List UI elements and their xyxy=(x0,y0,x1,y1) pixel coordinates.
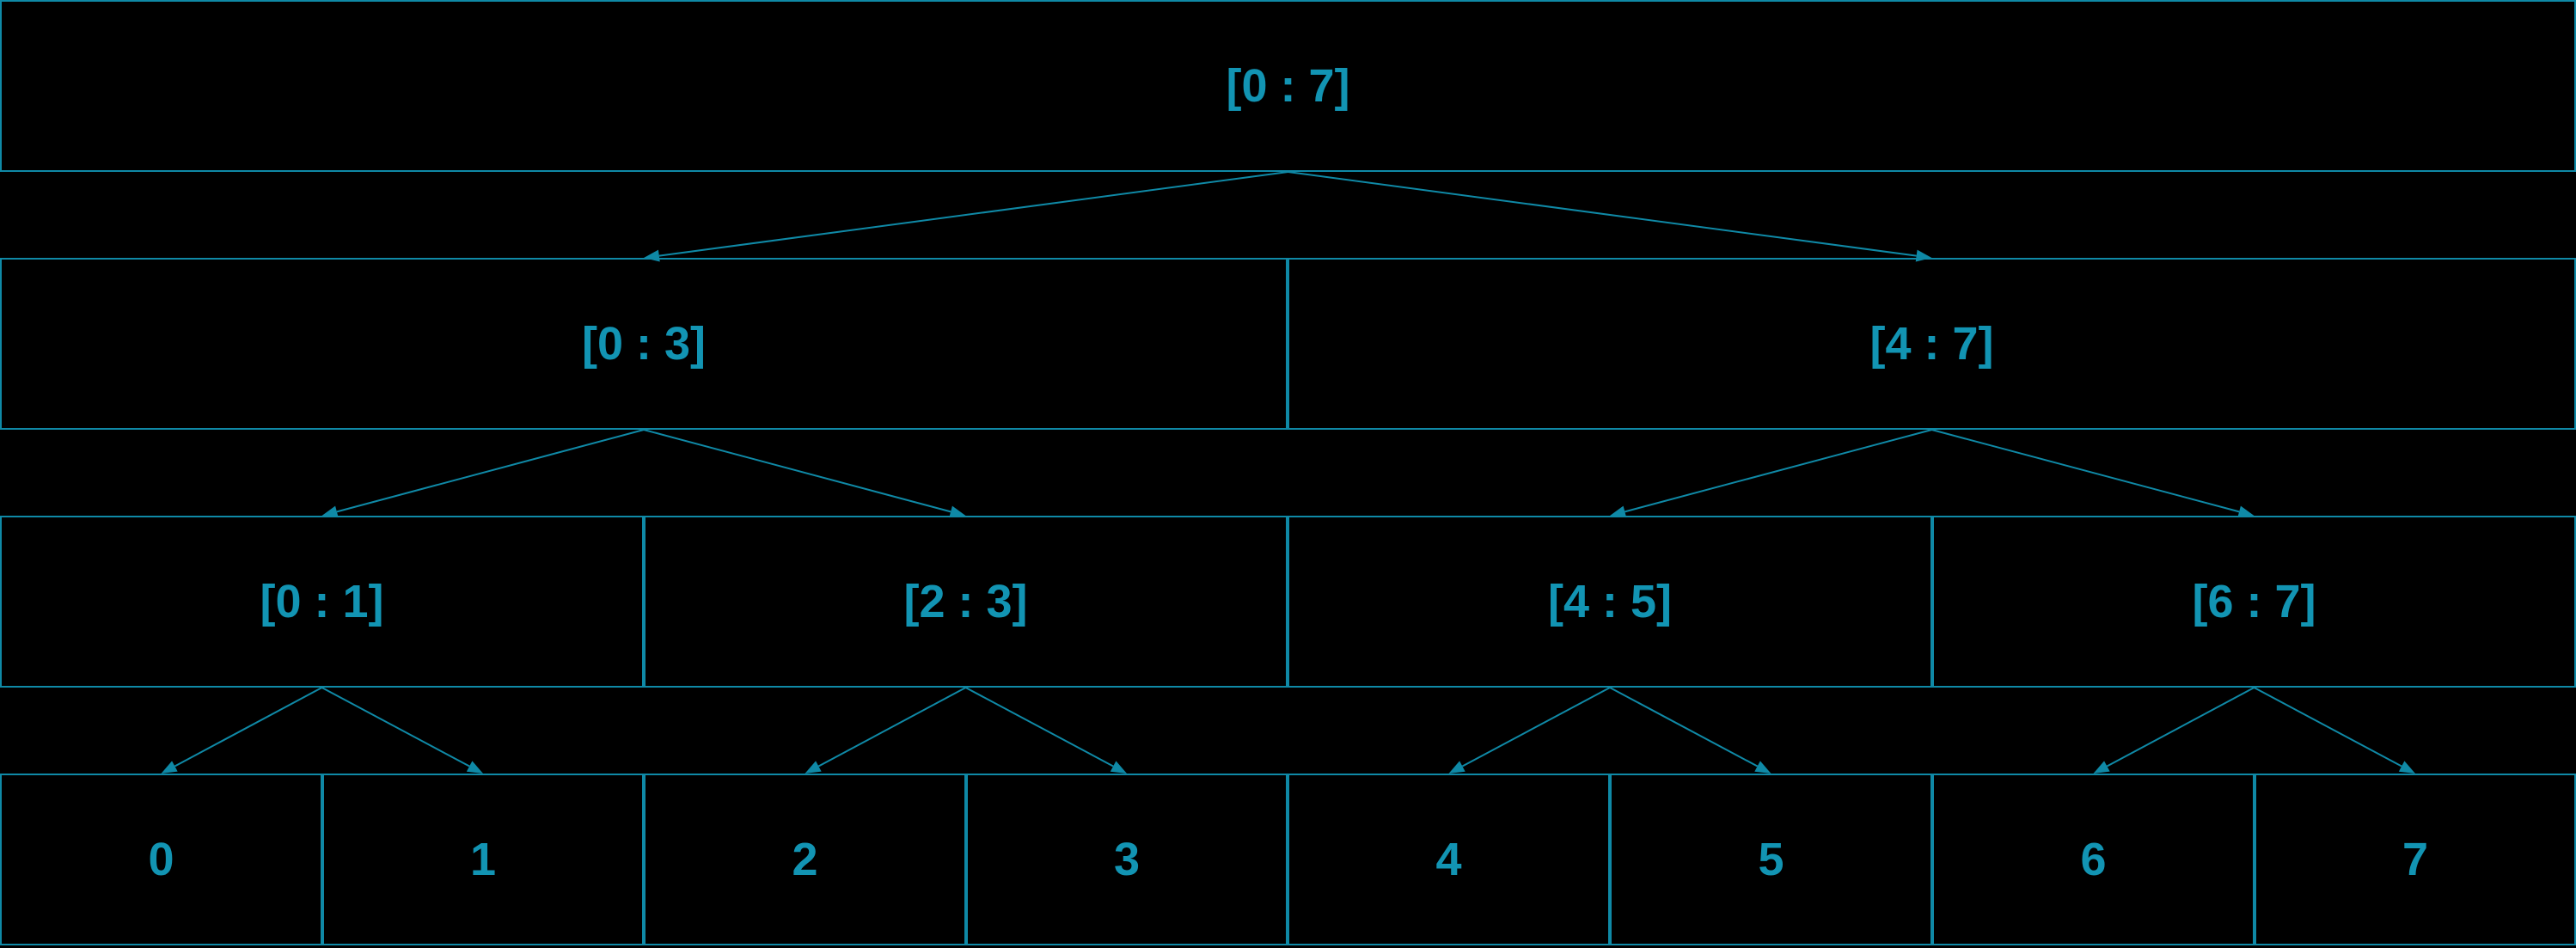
tree-node: 0 xyxy=(0,774,322,945)
tree-node-label: [0 : 3] xyxy=(582,317,706,370)
tree-node-label: [2 : 3] xyxy=(903,575,1027,628)
tree-node: 2 xyxy=(644,774,966,945)
tree-node: [4 : 7] xyxy=(1288,258,2576,430)
tree-node-label: 6 xyxy=(2080,833,2106,886)
tree-node: 7 xyxy=(2255,774,2576,945)
tree-node: 5 xyxy=(1610,774,1932,945)
tree-node: 6 xyxy=(1932,774,2255,945)
tree-node: 1 xyxy=(322,774,644,945)
tree-node: 3 xyxy=(966,774,1288,945)
tree-node: [0 : 3] xyxy=(0,258,1288,430)
tree-node-label: [0 : 7] xyxy=(1226,59,1349,113)
tree-node: 4 xyxy=(1288,774,1610,945)
tree-node-label: [4 : 5] xyxy=(1548,575,1672,628)
tree-node-label: 1 xyxy=(470,833,496,886)
tree-node-label: 4 xyxy=(1435,833,1461,886)
tree-node-label: 2 xyxy=(792,833,817,886)
tree-node: [4 : 5] xyxy=(1288,516,1932,688)
tree-node: [6 : 7] xyxy=(1932,516,2576,688)
tree-node-label: 5 xyxy=(1758,833,1784,886)
tree-node: [2 : 3] xyxy=(644,516,1288,688)
tree-node-label: [4 : 7] xyxy=(1869,317,1993,370)
tree-node-label: 7 xyxy=(2402,833,2428,886)
segment-tree-diagram: [0 : 7] [0 : 3] [4 : 7] [0 : 1] [2 : 3] [4 : … xyxy=(0,0,2576,948)
tree-node: [0 : 7] xyxy=(0,0,2576,172)
tree-node-label: 3 xyxy=(1114,833,1140,886)
tree-node: [0 : 1] xyxy=(0,516,644,688)
tree-node-label: [0 : 1] xyxy=(260,575,383,628)
tree-node-label: 0 xyxy=(148,833,174,886)
tree-node-label: [6 : 7] xyxy=(2192,575,2316,628)
